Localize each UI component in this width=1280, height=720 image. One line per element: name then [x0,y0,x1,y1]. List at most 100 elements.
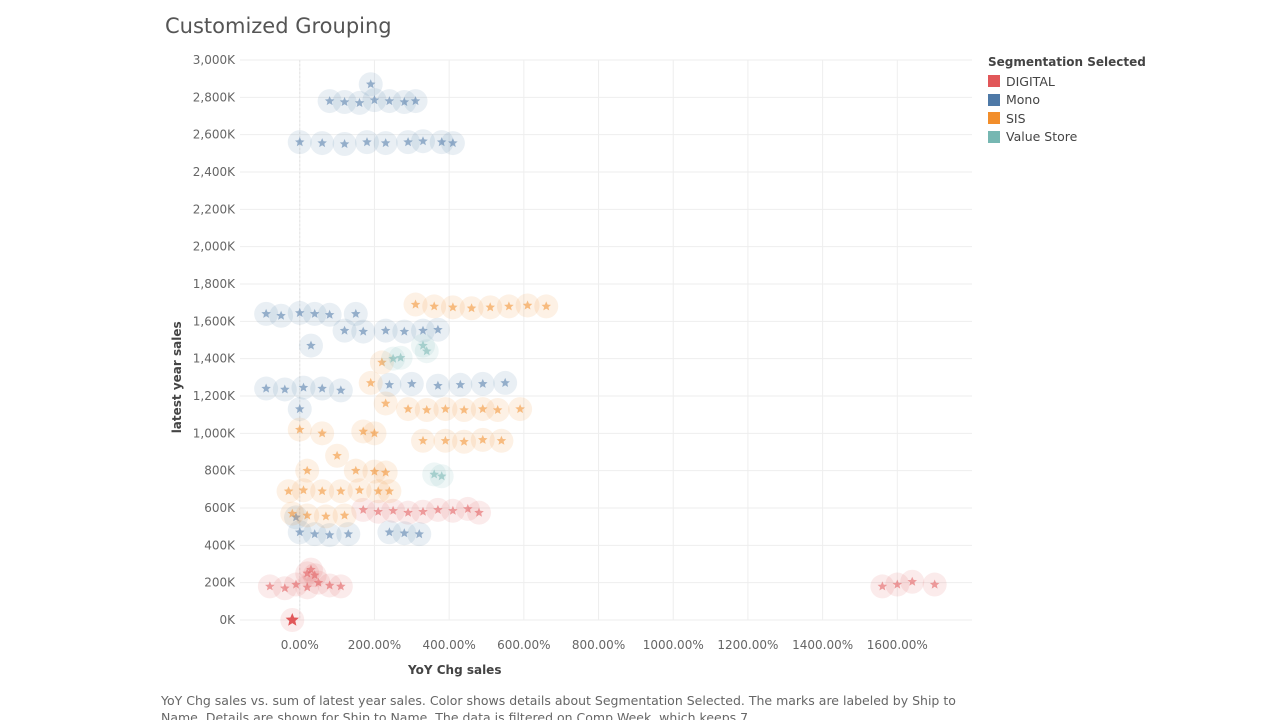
data-point-mono [433,324,443,334]
legend-label: Value Store [1006,129,1078,145]
data-point-mono [295,527,305,537]
scatter-chart[interactable]: 0K 200K 400K 600K 800K 1,000K 1,200K 1,400K 1,60… [0,0,1280,690]
data-point-sis [366,377,376,387]
data-point-digital [474,507,484,517]
x-tick-label: 1400.00% [792,638,853,652]
x-tick-label: 200.00% [348,638,401,652]
data-point-mono [399,326,410,336]
data-point-mono [306,340,316,350]
chart-caption: YoY Chg sales vs. sum of latest year sal… [161,693,956,720]
legend-item-value-store[interactable]: Value Store [988,128,1146,147]
legend-item-sis[interactable]: SIS [988,109,1146,128]
data-point-digital [358,504,368,514]
data-point-mono [261,383,271,393]
data-point-mono [384,96,395,106]
legend-item-digital[interactable]: DIGITAL [988,72,1146,91]
data-point-value-store [422,346,432,356]
data-point-mono [414,529,424,539]
data-point-mono [324,530,335,540]
x-tick-label: 1600.00% [867,638,928,652]
data-point-digital [302,568,312,578]
data-point-sis [332,450,342,460]
data-point-sis [410,299,421,309]
data-point-digital [448,505,458,515]
data-point-mono [295,404,305,414]
data-point-sis [287,508,297,518]
chart-title: Customized Grouping [165,14,392,38]
y-tick-label: 200K [204,576,236,590]
y-tick-label: 2,600K [193,128,236,142]
data-point-sis [369,466,380,476]
y-tick-label: 1,600K [193,314,236,328]
data-point-sis [358,426,368,436]
x-tick-label: 400.00% [422,638,475,652]
data-point-sis [448,302,458,312]
data-point-mono [399,97,410,106]
data-point-mono [339,97,350,106]
data-point-mono [291,512,301,522]
data-point-sis [492,405,503,414]
data-point-sis [418,435,428,445]
y-tick-label: 1,000K [193,426,236,440]
data-point-sis [377,357,387,367]
y-tick-label: 3,000K [193,53,236,67]
data-point-digital [285,613,299,626]
data-point-sis [485,302,495,312]
data-point-sis [429,301,439,311]
x-tick-label: 800.00% [572,638,625,652]
data-point-digital [433,504,443,514]
data-point-sis [351,465,361,475]
data-point-sis [380,398,391,408]
y-tick-label: 600K [204,501,236,515]
data-point-digital [265,581,275,591]
data-point-sis [373,486,383,496]
data-point-mono [384,527,395,537]
data-point-sis [440,435,451,445]
data-point-mono [339,325,350,335]
data-point-sis [440,404,451,414]
legend-title: Segmentation Selected [988,55,1146,69]
data-point-mono [280,384,290,394]
data-point-mono [380,325,391,335]
data-point-value-store [429,469,439,479]
legend-swatch [988,75,1000,88]
data-point-digital [907,576,917,586]
data-point-mono [410,96,421,106]
data-point-sis [403,404,413,414]
data-point-mono [433,380,443,390]
y-tick-label: 400K [204,538,236,552]
data-point-sis [336,486,346,496]
data-point-digital [313,577,324,587]
data-point-mono [309,529,320,539]
data-point-sis [422,405,432,414]
data-point-sis [459,436,469,446]
y-tick-label: 1,400K [193,352,236,366]
legend-items: DIGITAL Mono SIS Value Store [988,72,1146,146]
y-tick-label: 2,200K [193,202,236,216]
data-point-mono [261,308,271,318]
data-point-mono [354,97,365,107]
data-point-mono [298,382,309,392]
data-point-sis [478,404,488,414]
data-point-sis [459,405,469,414]
data-point-digital [324,580,335,590]
y-tick-label: 800K [204,464,236,478]
data-point-mono [309,308,320,318]
data-point-mono [276,310,286,320]
data-point-digital [373,506,383,516]
legend: Segmentation Selected DIGITAL Mono SIS Valu… [988,55,1146,146]
data-point-sis [522,300,533,310]
data-point-mono [339,139,350,148]
data-point-digital [418,506,428,516]
legend-item-mono[interactable]: Mono [988,91,1146,110]
data-point-digital [336,581,346,591]
data-point-mono [336,385,346,395]
data-point-digital [309,570,320,580]
data-point-mono [343,529,354,539]
data-point-mono [407,378,417,388]
data-point-mono [478,378,488,388]
data-point-mono [362,137,372,147]
data-point-mono [399,528,410,538]
data-point-mono [380,138,391,148]
data-point-sis [384,486,395,496]
